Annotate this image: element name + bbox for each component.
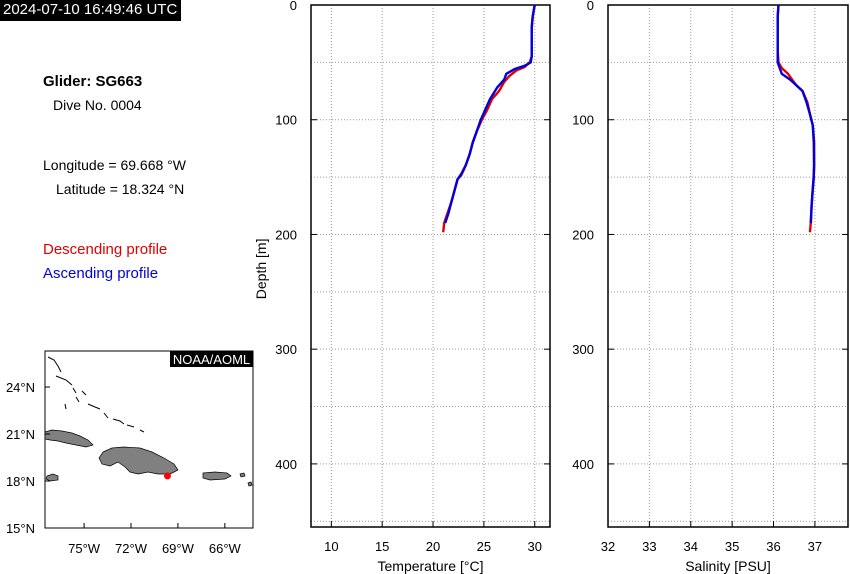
x-tick-label: 36 (766, 539, 780, 554)
island-outline (72, 387, 77, 394)
map-lat-label: 15°N (6, 521, 35, 536)
y-tick-label: 100 (275, 113, 297, 128)
y-tick-label: 300 (275, 342, 297, 357)
puerto-rico-shape (202, 471, 232, 481)
jamaica-shape (45, 473, 59, 482)
timestamp: 2024-07-10 16:49:46 UTC (0, 0, 182, 21)
island-outline (75, 396, 80, 403)
map-lat-label: 24°N (6, 380, 35, 395)
legend-ascending: Ascending profile (43, 265, 159, 282)
island-outline (55, 375, 73, 386)
y-tick-label: 0 (290, 0, 297, 13)
x-tick-label: 32 (601, 539, 615, 554)
y-tick-label: 200 (275, 227, 297, 242)
map-credit: NOAA/AOML (173, 352, 250, 367)
hispaniola-shape (98, 446, 179, 475)
x-axis-label: Salinity [PSU] (685, 558, 771, 574)
x-tick-label: 30 (528, 539, 542, 554)
map-lon-label: 66°W (209, 541, 242, 556)
map-lon-label: 72°W (115, 541, 148, 556)
island-outline (64, 403, 67, 410)
plot-frame (607, 4, 849, 528)
map-lat-label: 21°N (6, 427, 35, 442)
island-outline (81, 390, 87, 396)
map-credit-bg (170, 351, 253, 367)
cuba-shape (44, 429, 94, 448)
legend-descending: Descending profile (43, 241, 168, 258)
x-tick-label: 15 (375, 539, 389, 554)
location-map: NOAA/AOML 75°W 72°W 69°W 66°W 24°N 21°N 18°N 15… (6, 350, 254, 556)
island-outline (139, 429, 145, 433)
island-shape (239, 472, 246, 478)
y-tick-label: 400 (275, 457, 297, 472)
map-ticks: 75°W 72°W 69°W 66°W 24°N 21°N 18°N 15°N (6, 380, 242, 556)
glider-id: Glider: SG663 (43, 73, 143, 90)
x-tick-label: 10 (324, 539, 338, 554)
y-tick-label: 400 (572, 457, 594, 472)
x-axis-label: Temperature [°C] (378, 558, 484, 574)
map-lon-label: 69°W (162, 541, 195, 556)
plot-frame (310, 4, 551, 528)
map-lon-label: 75°W (68, 541, 101, 556)
series-line (776, 4, 816, 224)
y-tick-label: 0 (587, 0, 594, 13)
y-tick-label: 200 (572, 227, 594, 242)
series-line (776, 4, 816, 233)
bahamas-outlines (47, 356, 145, 433)
x-tick-label: 33 (642, 539, 656, 554)
map-lat-label: 18°N (6, 474, 35, 489)
land-masses (44, 429, 253, 487)
island-outline (47, 356, 62, 373)
y-tick-label: 300 (572, 342, 594, 357)
x-tick-label: 25 (477, 539, 491, 554)
glider-location-marker (163, 472, 171, 480)
island-outline (112, 418, 125, 425)
temperature-chart: 0 100 200 300 400 10 15 20 25 30 Temperature [°C] D… (253, 0, 551, 574)
island-outline (103, 412, 109, 419)
dive-number: Dive No. 0004 (53, 97, 142, 113)
y-tick-label: 100 (572, 113, 594, 128)
x-tick-label: 20 (426, 539, 440, 554)
series-line (444, 4, 536, 224)
island-shape (247, 481, 253, 487)
latitude: Latitude = 18.324 °N (56, 181, 185, 197)
x-tick-label: 35 (725, 539, 739, 554)
island-outline (87, 403, 101, 410)
y-axis-label: Depth [m] (253, 239, 269, 300)
x-tick-label: 37 (808, 539, 822, 554)
longitude: Longitude = 69.668 °W (43, 157, 186, 173)
salinity-chart: 0 100 200 300 400 32 33 34 35 36 37 Salinity [PSU] (572, 0, 849, 574)
x-tick-label: 34 (684, 539, 698, 554)
series-line (442, 4, 536, 233)
island-outline (126, 424, 135, 428)
